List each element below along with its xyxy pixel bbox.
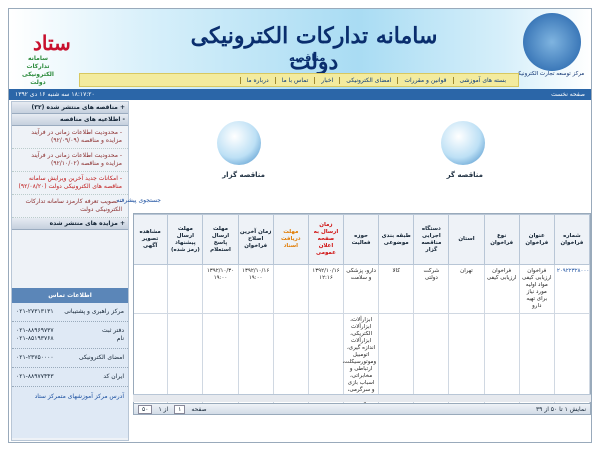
empty-cell xyxy=(167,264,204,314)
notice[interactable]: - محدودیت اطلاعات زمانی در فرآیند مزایده… xyxy=(12,149,128,172)
column-header[interactable]: شماره فراخوان xyxy=(553,214,590,265)
contact-name: امضای الکترونیکی xyxy=(78,354,124,361)
pager-summary: نمایش ۱ تا ۵۰ از ۳۹ xyxy=(535,405,586,413)
contact-box: اطلاعات تماس مرکز راهبری و پشتیبانی ۰۲۱-۲… xyxy=(12,288,128,438)
address-link[interactable]: آدرس مرکز آموزشهای متمرکز ستاد xyxy=(34,393,124,400)
column-header[interactable]: مهلت ارسال پیشنهاد (رمز شده) xyxy=(167,214,204,265)
bidder-label[interactable]: مناقصه گر xyxy=(446,171,483,179)
center-logo[interactable] xyxy=(523,13,581,71)
nav-link[interactable]: اخبار xyxy=(314,76,339,84)
contact-row: دفتر ثبت نام ۰۲۱-۸۸۹۶۹۷۳۷ ۰۲۱-۸۵۱۹۳۷۶۸ xyxy=(12,322,128,349)
tenderer-label[interactable]: مناقصه گزار xyxy=(222,171,265,179)
empty-cell xyxy=(134,264,169,314)
datetime: ۱۸:۱۷:۲۰ سه شنبه ۱۶ دی ۱۳۹۲ xyxy=(15,91,95,98)
nav-link[interactable]: امضای الکترونیکی xyxy=(339,76,397,84)
notice[interactable]: - تصویب تعرفه کارمزد سامانه تدارکات الکت… xyxy=(12,195,128,218)
column-header[interactable]: زمان آخرین اصلاح فراخوان xyxy=(237,214,274,265)
tenderer-icon[interactable] xyxy=(217,121,261,165)
page-input[interactable]: ۱ xyxy=(174,404,186,414)
cell: ۱۳۹۲/۱۰/۳۰ ۱۹:۰۰ xyxy=(202,264,239,314)
h-scrollbar[interactable] xyxy=(133,394,591,402)
advanced-search[interactable]: جستجوی پیشرفته xyxy=(116,197,162,204)
cell: ۲۰۹۲۲۳۲۸۰۰۰۰۰۸۷ xyxy=(553,264,590,314)
column-header[interactable]: مهلت ارسال پاسخ استعلام xyxy=(202,214,239,265)
center-caption: مرکز توسعه تجارت الکترونیکی xyxy=(513,71,585,77)
published-tenders[interactable]: + مناقصه های منتشر شده (۳۲) xyxy=(12,102,128,114)
page-label: صفحه xyxy=(191,405,207,413)
table-row[interactable]: ۲۰۹۲۲۳۲۸۰۰۰۰۰۸۷فراخوان ارزیابی کیفی مواد… xyxy=(134,264,590,314)
cell: ۱۳۹۲/۱۰/۱۶ ۱۹:۰۰ xyxy=(237,264,274,314)
contact-name: مرکز راهبری و پشتیبانی xyxy=(64,308,124,315)
site-subtitle: مناقصه xyxy=(289,53,326,64)
banner: ستاد سامانه تدارکات الکترونیکی دولت سامان… xyxy=(9,9,591,89)
nav-bar: بسته های آموزشی قوانین و مقررات امضای الکت… xyxy=(79,73,519,87)
stad-logo[interactable]: ستاد سامانه تدارکات الکترونیکی دولت xyxy=(15,13,85,86)
frame: ستاد سامانه تدارکات الکترونیکی دولت سامان… xyxy=(8,8,592,443)
main: مناقصه گر مناقصه گزار جستجوی پیشرفته شما… xyxy=(117,101,591,441)
cell: فراخوان ارزیابی کیفی xyxy=(483,264,520,314)
pager: نمایش ۱ تا ۵۰ از ۳۹ صفحه ۱ از ۱ ۵۰ xyxy=(133,403,591,415)
page-count: از ۱ xyxy=(158,405,169,413)
tender-table: شماره فراخوان عنوان فراخوان نوع فراخوان است… xyxy=(133,213,591,413)
contact-row: امضای الکترونیکی ۰۲۱-۲۳۷۵۰۰۰۰ xyxy=(12,349,128,368)
contact-name: ایران کد xyxy=(103,373,124,380)
notice[interactable]: - امکانات جدید آخرین ویرایش سامانه مناقص… xyxy=(12,172,128,195)
nav-link[interactable]: تماس با ما xyxy=(274,76,315,84)
phone: ۰۲۱-۸۸۹۶۹۷۳۷ ۰۲۱-۸۵۱۹۳۷۶۸ xyxy=(16,327,54,342)
contact-row: ایران کد ۰۲۱-۸۸۹۷۷۴۴۳ xyxy=(12,368,128,387)
bidder-icon[interactable] xyxy=(441,121,485,165)
site-title: سامانه تدارکات الکترونیکی دولت xyxy=(190,23,438,75)
column-header[interactable]: مشاهده تصویر آگهی xyxy=(134,214,169,265)
column-header[interactable]: مهلت دریافت اسناد xyxy=(272,214,309,265)
cell: شرکت دولتی xyxy=(413,264,450,314)
phone: ۰۲۱-۸۸۹۷۷۴۴۳ xyxy=(16,373,54,380)
cell: فراخوان ارزیابی کیفی مواد اولیه مورد نیا… xyxy=(518,264,555,314)
logo-text: ستاد xyxy=(33,31,71,55)
sidebar: + مناقصه های منتشر شده (۳۲) - اطلاعیه ها… xyxy=(11,101,129,441)
page-size[interactable]: ۵۰ xyxy=(138,404,153,414)
published-auctions[interactable]: + مزایده های منتشر شده xyxy=(12,218,128,230)
column-header[interactable]: حوزه فعالیت xyxy=(343,214,380,265)
nav-link[interactable]: بسته های آموزشی xyxy=(452,76,512,84)
column-header[interactable]: دستگاه اجرایی مناقصه گزار xyxy=(413,214,450,265)
contact-list: مرکز راهبری و پشتیبانی ۰۲۱-۲۷۳۱۳۱۳۱ دفتر ث… xyxy=(12,303,128,387)
contact-title: اطلاعات تماس xyxy=(12,288,128,303)
column-header[interactable]: طبقه بندی موضوعی xyxy=(378,214,415,265)
phone: ۰۲۱-۲۳۷۵۰۰۰۰ xyxy=(16,354,54,361)
notices-title[interactable]: - اطلاعیه های مناقصه xyxy=(12,114,128,126)
cell: ۱۳۹۲/۱۰/۱۶ ۱۲:۱۶ xyxy=(307,264,345,314)
column-header[interactable]: عنوان فراخوان xyxy=(518,214,555,265)
notice[interactable]: - محدودیت اطلاعات زمانی در فرآیند مزایده… xyxy=(12,126,128,149)
cell: کالا xyxy=(378,264,415,314)
column-header[interactable]: زمان ارسال به صفحه اعلان عمومی xyxy=(307,214,345,265)
cell: تهران xyxy=(448,264,485,314)
nav-link[interactable]: قوانین و مقررات xyxy=(397,76,452,84)
column-header[interactable]: نوع فراخوان xyxy=(483,214,520,265)
phone: ۰۲۱-۲۷۳۱۳۱۳۱ xyxy=(16,308,54,315)
notices: - محدودیت اطلاعات زمانی در فرآیند مزایده… xyxy=(12,126,128,218)
nav-link[interactable]: درباره ما xyxy=(239,76,275,84)
empty-cell xyxy=(272,264,309,314)
column-header[interactable]: استان xyxy=(448,214,485,265)
cell: دارو، پزشکی و سلامت xyxy=(343,264,380,314)
home-link[interactable]: صفحه نخست xyxy=(551,91,585,98)
contact-row: مرکز راهبری و پشتیبانی ۰۲۱-۲۷۳۱۳۱۳۱ xyxy=(12,303,128,322)
contact-name: دفتر ثبت نام xyxy=(102,327,124,342)
logo-caption: سامانه تدارکات الکترونیکی دولت xyxy=(22,55,54,86)
status-bar: صفحه نخست ۱۸:۱۷:۲۰ سه شنبه ۱۶ دی ۱۳۹۲ xyxy=(9,89,591,100)
